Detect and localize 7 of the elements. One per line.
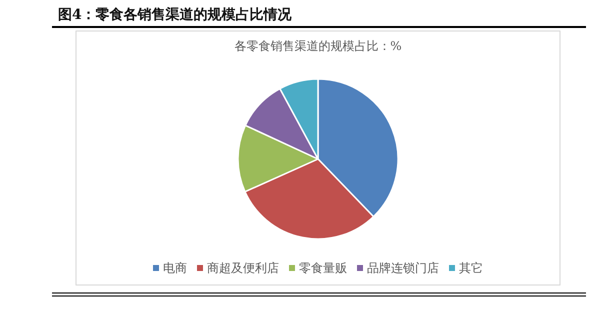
legend-label: 其它 xyxy=(459,261,483,275)
legend-label: 品牌连锁门店 xyxy=(367,261,439,275)
chart-subtitle: 各零食销售渠道的规模占比：% xyxy=(234,39,402,53)
legend-label: 零食量贩 xyxy=(299,261,347,275)
legend-label: 电商 xyxy=(163,261,187,275)
legend-label: 商超及便利店 xyxy=(207,261,279,275)
chart-title: 图4：零食各销售渠道的规模占比情况 xyxy=(58,6,293,23)
